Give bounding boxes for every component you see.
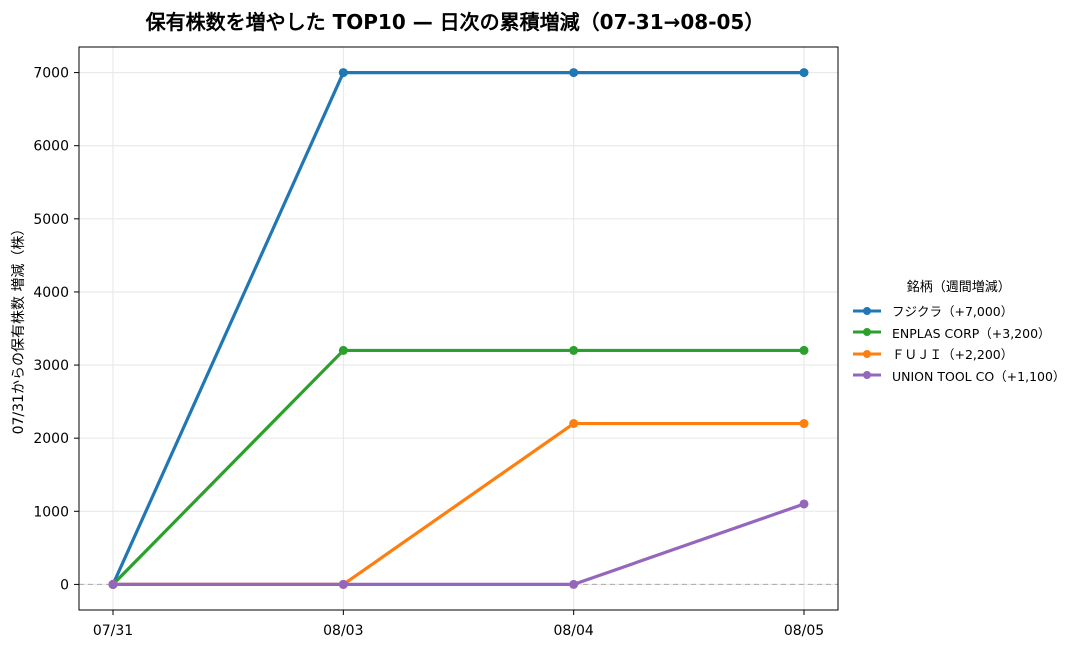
legend-title: 銘柄（週間増減） bbox=[906, 280, 1011, 295]
data-point bbox=[569, 579, 579, 589]
x-tick-label: 08/03 bbox=[323, 623, 363, 639]
legend-swatch-marker bbox=[863, 306, 871, 315]
data-point bbox=[569, 68, 579, 78]
x-tick-label: 08/04 bbox=[553, 623, 593, 639]
x-tick-label: 08/05 bbox=[784, 623, 824, 639]
data-point bbox=[569, 419, 579, 429]
y-tick-label: 6000 bbox=[33, 139, 69, 155]
data-point bbox=[799, 345, 809, 355]
chart-title: 保有株数を増やした TOP10 — 日次の累積増減（07-31→08-05） bbox=[145, 10, 765, 34]
legend-label: フジクラ（+7,000） bbox=[892, 304, 1014, 320]
legend-item: ＦＵＪＩ（+2,200） bbox=[852, 343, 1065, 365]
legend: 銘柄（週間増減） フジクラ（+7,000） ENPLAS CORP（+3,200）… bbox=[852, 276, 1065, 386]
y-tick-label: 1000 bbox=[33, 504, 69, 520]
legend-item: フジクラ（+7,000） bbox=[852, 300, 1065, 322]
legend-swatch bbox=[853, 328, 881, 337]
series-1 bbox=[108, 68, 809, 589]
x-tick-label: 07/31 bbox=[93, 623, 133, 639]
series-line bbox=[111, 502, 806, 587]
y-tick-label: 7000 bbox=[33, 66, 69, 82]
data-point bbox=[338, 345, 348, 355]
legend-label: ＦＵＪＩ（+2,200） bbox=[892, 347, 1014, 363]
y-tick-label: 3000 bbox=[33, 358, 69, 374]
legend-item: UNION TOOL CO（+1,100） bbox=[852, 365, 1065, 387]
data-point bbox=[799, 499, 809, 509]
data-point bbox=[799, 419, 809, 429]
data-point bbox=[108, 579, 118, 589]
y-tick-label: 4000 bbox=[33, 285, 69, 301]
plot-frame bbox=[78, 46, 839, 611]
data-point bbox=[338, 579, 348, 589]
series-4 bbox=[108, 499, 809, 589]
series-line bbox=[111, 348, 806, 587]
y-tick-label: 2000 bbox=[33, 431, 69, 447]
y-tick-label: 0 bbox=[60, 577, 69, 593]
y-tick-label: 5000 bbox=[33, 212, 69, 228]
legend-swatch bbox=[853, 371, 881, 380]
legend-label: ENPLAS CORP（+3,200） bbox=[892, 325, 1051, 341]
series-line bbox=[111, 421, 806, 587]
legend-item: ENPLAS CORP（+3,200） bbox=[852, 322, 1065, 344]
data-point bbox=[569, 345, 579, 355]
legend-label: UNION TOOL CO（+1,100） bbox=[892, 368, 1066, 384]
legend-swatch-marker bbox=[863, 328, 871, 337]
data-point bbox=[799, 68, 809, 78]
legend-swatch bbox=[853, 349, 881, 358]
series-2 bbox=[108, 345, 809, 589]
legend-swatch-marker bbox=[863, 349, 871, 358]
data-point bbox=[338, 68, 348, 78]
legend-swatch bbox=[853, 306, 881, 315]
series-3 bbox=[108, 419, 809, 589]
series-line bbox=[111, 70, 806, 587]
legend-swatch-marker bbox=[863, 371, 871, 380]
